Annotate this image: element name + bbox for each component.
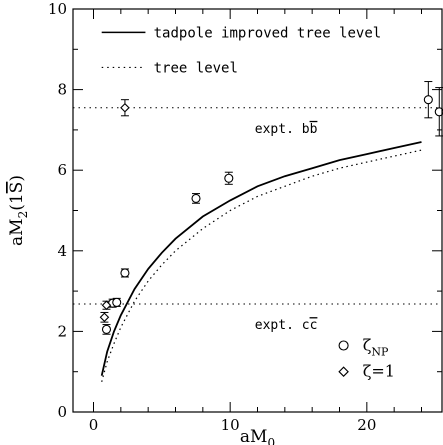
data-point-circle — [224, 173, 234, 183]
y-tick-label: 10 — [48, 0, 67, 18]
x-tick-label: 20 — [357, 416, 376, 434]
y-tick-label: 8 — [57, 81, 67, 99]
data-point-circle — [434, 107, 443, 117]
data-point-diamond — [120, 102, 130, 113]
data-point-diamond — [101, 300, 112, 310]
y-tick-label: 6 — [57, 161, 67, 179]
data-point-circle — [191, 193, 201, 203]
ref-label-bb: expt. bb — [255, 122, 318, 137]
data-point-circle — [423, 95, 433, 105]
legend-circle-marker — [338, 340, 349, 351]
ref-label-cc: expt. cc — [255, 318, 318, 333]
legend-diamond-marker — [338, 366, 349, 377]
data-point-circle — [101, 324, 112, 334]
y-tick-label: 2 — [57, 322, 67, 340]
curve-tadpole-improved — [100, 141, 422, 376]
data-point-circle — [112, 297, 122, 307]
plot-frame — [72, 8, 443, 413]
x-axis-label: aM0 — [240, 427, 275, 445]
y-tick-label: 0 — [57, 403, 67, 421]
x-tick-label: 10 — [221, 416, 240, 434]
data-point-diamond — [99, 312, 110, 323]
y-axis-label: aM2(1S) — [7, 175, 30, 246]
legend-label-tree: tree level — [154, 60, 238, 76]
legend-label-zeta-1: ζ=1 — [363, 362, 395, 381]
y-tick-label: 4 — [57, 242, 67, 260]
legend: tadpole improved tree level tree level ζ… — [101, 25, 395, 381]
legend-label-zeta-np: ζNP — [363, 336, 389, 359]
x-tick-label: 0 — [89, 416, 99, 434]
legend-label-tadpole: tadpole improved tree level — [154, 25, 382, 41]
data-point-circle — [120, 268, 130, 278]
